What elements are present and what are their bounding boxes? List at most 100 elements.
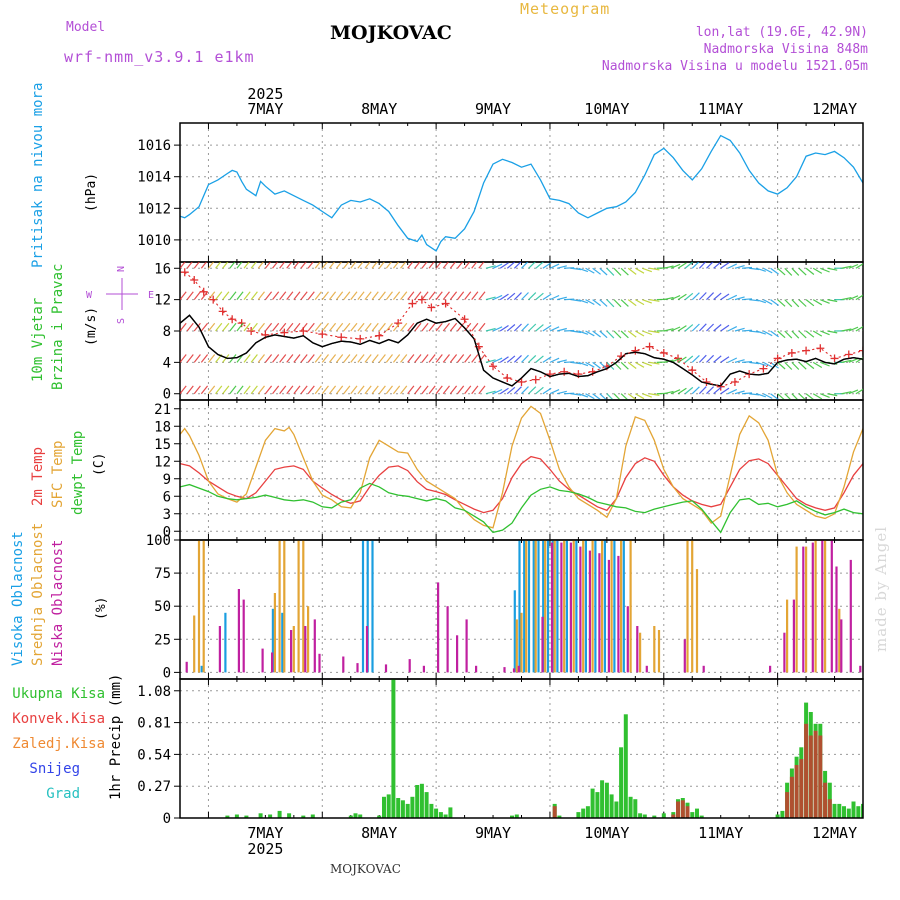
wind-barb [464,354,472,363]
wind-barb [250,322,258,332]
temperature-frame [179,399,864,541]
wind-barb [635,361,645,368]
wind-barb [506,355,516,363]
wind-barb [492,388,503,395]
wind-barb [670,326,681,332]
bar [358,814,363,818]
wind-barb [243,322,251,332]
wind-barb [478,291,486,301]
bar [775,814,780,818]
wind-barb [222,291,230,301]
wind-barb [556,359,567,363]
wind-barb [528,323,537,332]
wind-barb [564,392,575,395]
wind-barb [827,393,838,397]
wind-barb [385,291,393,301]
wind-barb [222,385,230,395]
wind-barb [606,299,615,308]
wind-barb [499,356,509,363]
wind-barb [684,355,694,363]
legend-grad: Grad [46,786,80,802]
wind-barb [763,393,773,399]
ytick-label: 21 [154,402,171,418]
bar [595,792,600,818]
wind-barb [435,262,442,269]
gust-point [218,307,227,316]
wind-barb [378,262,385,269]
ytick-label: 16 [154,261,171,277]
bar [429,803,434,818]
wind-barb [549,389,560,395]
wind-barb [385,262,393,269]
wind-barb [456,322,465,332]
bar [515,619,518,673]
wind-barb [613,330,622,339]
wind-barb [535,262,544,269]
wind-barb [706,386,715,395]
wind-barb [464,385,472,395]
bar [642,814,647,818]
bar [200,665,203,673]
wind-barb [385,322,393,332]
wind-barb [841,359,852,363]
wind-barb [350,385,358,395]
wind-barb [855,357,863,363]
bar [541,616,544,673]
wind-barb [392,354,401,363]
bottom-day-label: 10MAY [584,824,629,842]
bar [292,626,295,673]
bar [585,806,590,818]
wind-barb [243,385,251,395]
wind-barb [777,330,786,339]
bar [518,540,521,673]
wind-barb [286,262,293,269]
wind-barb [713,262,722,269]
wind-barb [492,326,503,332]
bar [560,542,563,673]
wind-barb [371,322,379,332]
ytick-label: 0.27 [137,779,171,795]
gust-point [883,348,891,356]
wind-barb [528,386,537,395]
wind-barb [506,262,516,269]
bar [348,815,353,818]
wind-barb [820,299,830,304]
wind-barb [435,322,443,332]
bar [686,540,689,673]
bar [814,540,817,673]
wind-barb [862,330,863,331]
wind-barb [449,322,458,332]
wind-barb [720,262,730,269]
wind-barb [642,299,653,304]
wind-barb [855,325,863,332]
wind-barb [300,322,308,332]
legend-ukupna-kisa: Ukupna Kisa [12,686,105,702]
gust-point [460,315,469,324]
wind-barb [215,291,223,301]
bar [405,803,410,818]
wind-barb [250,291,258,301]
wind-barb [798,299,807,307]
wind-barb [350,354,358,363]
wind-barb [307,385,315,395]
wind-barb [706,323,715,332]
ytick-label: 100 [146,533,171,549]
wind-barb [599,361,608,370]
cloud-data [185,540,862,673]
wind-barb [798,267,807,276]
wind-barb [229,291,237,301]
wind-barb [485,296,496,301]
bar [287,813,292,818]
wind-barb [812,299,823,306]
wind-barb [549,294,560,301]
wind-barb [791,361,800,370]
wind-barb [478,385,486,395]
bar [821,540,824,673]
wind-barb [742,392,753,395]
bar [823,782,828,818]
wind-barb [321,291,329,301]
bar [840,619,843,673]
wind-barb [627,393,637,400]
wind-barb [820,361,830,367]
bar [544,540,547,673]
